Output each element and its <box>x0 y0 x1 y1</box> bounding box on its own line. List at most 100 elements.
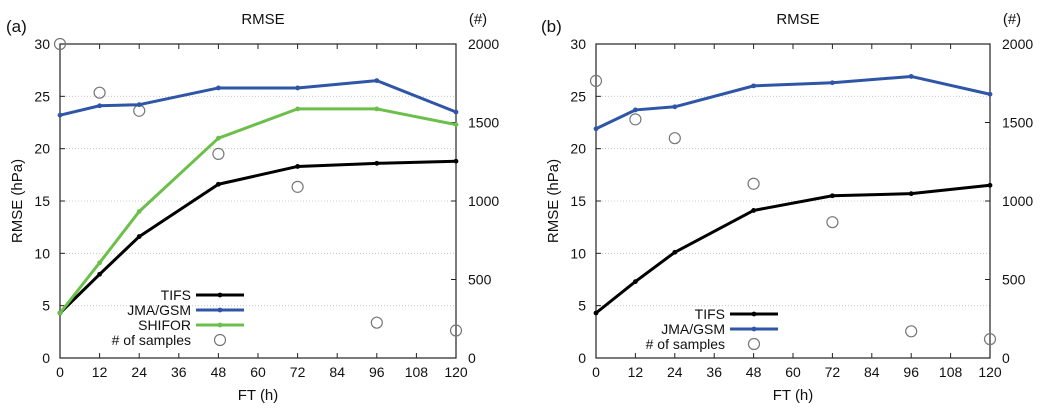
y-tick-label: 25 <box>34 88 50 104</box>
series-line-jma-gsm <box>59 79 457 117</box>
x-tick-label: 120 <box>444 364 468 380</box>
y2-tick-label: 1500 <box>468 115 499 131</box>
series-point <box>374 160 380 166</box>
legend-label: # of samples <box>646 336 725 352</box>
legend-swatch-point <box>751 326 757 332</box>
series-point <box>374 106 380 112</box>
sample-count-marker <box>629 113 642 126</box>
series-line-shifor <box>58 107 457 314</box>
series-point <box>97 103 102 109</box>
y-tick-label: 10 <box>570 245 586 261</box>
x-axis-label: FT (h) <box>773 387 814 404</box>
legend-label: # of samples <box>112 332 191 348</box>
chart-panel-b: 0 12 24 36 48 60 72 84 96 108 12005101520253005001… <box>541 11 1033 404</box>
series-line-jma-gsm <box>595 74 991 131</box>
y2-tick-label: 2000 <box>1002 36 1033 52</box>
x-tick-label: 48 <box>746 364 762 380</box>
series-point <box>453 158 459 164</box>
sample-count-marker <box>370 316 383 329</box>
series-point <box>633 279 638 284</box>
x-tick-label: 0 <box>592 364 600 380</box>
series-point <box>987 91 993 97</box>
panel-label: (a) <box>6 17 27 36</box>
series-point <box>295 85 300 91</box>
sample-count-marker <box>983 333 997 346</box>
series-point <box>908 191 914 197</box>
x-tick-label: 84 <box>864 364 880 380</box>
x-tick-label: 96 <box>903 364 919 380</box>
series-point <box>908 74 914 79</box>
series-point <box>216 85 221 91</box>
y-tick-label: 30 <box>570 36 586 52</box>
sample-count-marker <box>93 86 106 99</box>
sample-count-marker <box>449 324 463 337</box>
y-tick-label: 10 <box>34 245 50 261</box>
series-point <box>97 271 102 277</box>
x-tick-label: 72 <box>825 364 841 380</box>
series-point <box>751 83 756 89</box>
series-point <box>830 80 835 86</box>
x-tick-label: 36 <box>706 364 722 380</box>
y-tick-label: 5 <box>42 298 50 314</box>
x-tick-label: 48 <box>211 364 227 380</box>
series-point <box>672 104 678 110</box>
series-point <box>751 208 756 213</box>
x-tick-label: 24 <box>131 364 147 380</box>
series-point <box>136 209 142 214</box>
y-tick-label: 15 <box>570 193 586 209</box>
series-point <box>374 78 380 84</box>
legend-label: TIFS <box>161 287 191 303</box>
y2-tick-label: 1000 <box>1002 193 1033 209</box>
x-tick-label: 24 <box>667 364 683 380</box>
series-point <box>672 249 678 255</box>
legend-swatch-point <box>751 311 757 317</box>
y2-tick-label: 1500 <box>1002 115 1033 131</box>
plot-frame <box>595 43 991 359</box>
series-point <box>57 310 63 316</box>
x-tick-label: 120 <box>978 364 1002 380</box>
y-tick-label: 15 <box>34 193 50 209</box>
series-point <box>453 109 459 115</box>
y-tick-label: 25 <box>570 88 586 104</box>
y-tick-label: 20 <box>570 141 586 157</box>
y-tick-label: 20 <box>34 141 50 157</box>
series-point <box>453 122 459 127</box>
chart-title: RMSE <box>241 11 284 28</box>
chart-panel-a: 0 12 24 36 48 60 72 84 96 108 12005101520253005001… <box>6 11 499 404</box>
legend-swatch-point <box>217 307 223 313</box>
y-axis-label: RMSE (hPa) <box>545 159 562 243</box>
y2-tick-label: 2000 <box>468 36 499 52</box>
panel-label: (b) <box>541 17 562 36</box>
legend-swatch-circle <box>213 333 227 347</box>
x-axis-label: FT (h) <box>238 387 279 404</box>
x-tick-label: 12 <box>92 364 108 380</box>
y2-axis-label: (#) <box>469 11 487 28</box>
legend-label: JMA/GSM <box>661 321 725 337</box>
series-point <box>633 107 638 113</box>
sample-count-marker <box>212 147 225 160</box>
y-axis-label: RMSE (hPa) <box>9 159 26 243</box>
legend-swatch-point <box>217 292 223 298</box>
sample-count-marker <box>826 216 839 229</box>
series-point <box>593 126 599 132</box>
sample-count-marker <box>747 177 760 190</box>
x-tick-label: 96 <box>369 364 385 380</box>
x-tick-label: 72 <box>290 364 306 380</box>
legend-label: SHIFOR <box>138 317 191 333</box>
x-tick-label: 60 <box>785 364 801 380</box>
series-point <box>593 310 599 316</box>
x-tick-label: 0 <box>56 364 64 380</box>
y-tick-label: 5 <box>578 298 586 314</box>
series-point <box>295 106 300 112</box>
sample-count-marker <box>905 325 918 338</box>
series-point <box>97 260 102 266</box>
y-tick-label: 30 <box>34 36 50 52</box>
x-tick-label: 12 <box>628 364 644 380</box>
chart-title: RMSE <box>776 11 819 28</box>
legend-label: JMA/GSM <box>127 302 191 318</box>
x-tick-label: 84 <box>329 364 345 380</box>
legend-swatch-circle <box>747 337 761 351</box>
y2-tick-label: 500 <box>1002 272 1026 288</box>
